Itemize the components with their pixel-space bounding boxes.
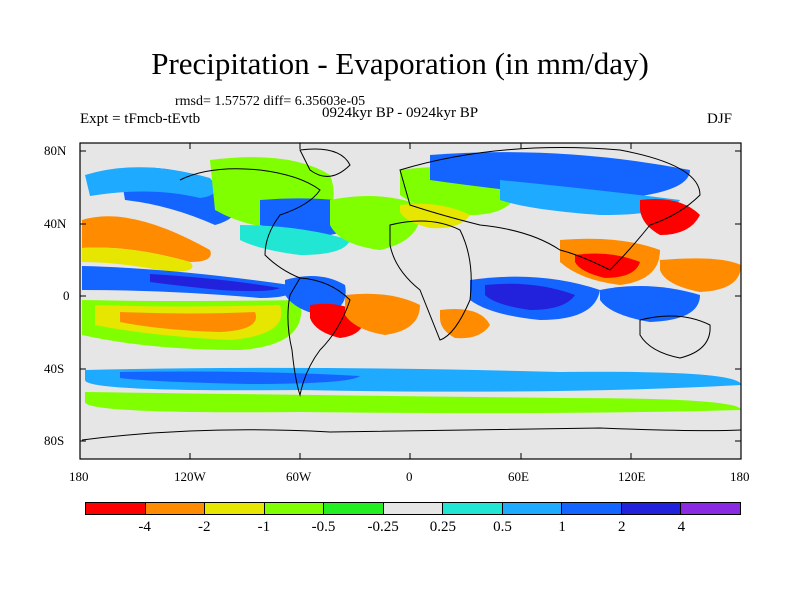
- field-indian-ocean-purple: [485, 283, 575, 310]
- figure-title: Precipitation - Evaporation (in mm/day): [151, 46, 649, 81]
- colorbar-label: -1: [257, 519, 271, 535]
- field-southern-ocean-blue: [120, 371, 360, 384]
- colorbar: [85, 502, 741, 515]
- colorbar-swatch: [383, 503, 444, 514]
- coastline-antarctica: [81, 427, 741, 441]
- y-tick-label: 80N: [44, 143, 67, 158]
- colorbar-swatch: [621, 503, 682, 514]
- colorbar-swatch: [681, 503, 741, 514]
- field-southern-ocean-green: [85, 392, 741, 414]
- x-tick-label: 0: [406, 469, 413, 484]
- season-label: DJF: [707, 111, 733, 127]
- colorbar-swatch: [86, 503, 146, 514]
- experiment-label: Expt = tFmcb-tEvtb: [80, 111, 201, 127]
- colorbar-swatch: [562, 503, 622, 514]
- coastline-greenland: [299, 148, 351, 177]
- field-north-pacific-cyan: [85, 167, 216, 198]
- colorbar-swatch: [443, 503, 503, 514]
- field-siberia-blue: [430, 152, 690, 200]
- colorbar-swatch: [205, 503, 265, 514]
- colorbar-swatch: [324, 503, 384, 514]
- coastline-south-america: [287, 277, 351, 397]
- x-tick-label: 60E: [508, 469, 529, 484]
- y-tick-label: 80S: [44, 433, 65, 448]
- field-south-pacific-orange: [120, 312, 256, 332]
- field-itcz-purple: [150, 274, 280, 292]
- coastline-africa: [389, 220, 472, 341]
- colorbar-swatch: [264, 503, 325, 514]
- x-tick-label: 120W: [174, 469, 206, 484]
- x-tick-label: 60W: [286, 469, 312, 484]
- field-pacific-yellow: [82, 247, 193, 272]
- colorbar-swatch: [145, 503, 206, 514]
- stats-label: rmsd= 1.57572 diff= 6.35603e-05: [175, 94, 366, 109]
- colorbar-label: 0.5: [493, 519, 512, 535]
- coastline-layer: [81, 147, 741, 441]
- colorbar-label: 2: [617, 519, 626, 535]
- field-atlantic-green: [330, 196, 421, 250]
- x-tick-label: 180: [730, 469, 750, 484]
- field-south-asia-red: [575, 253, 640, 278]
- tick-marks: [80, 143, 741, 459]
- x-tick-label: 120E: [618, 469, 646, 484]
- field-south-atlantic-orange: [345, 293, 420, 335]
- colorbar-label: -4: [138, 519, 151, 535]
- colorbar-label: 4: [677, 519, 686, 535]
- y-tick-label: 40S: [44, 361, 65, 376]
- colorbar-label: -0.25: [367, 519, 399, 535]
- x-tick-label: 180: [69, 469, 89, 484]
- colorbar-label: -2: [198, 519, 211, 535]
- field-siberia-cyan: [500, 180, 680, 215]
- field-west-pacific-blue: [600, 286, 700, 322]
- colorbar-label: 0.25: [429, 519, 456, 535]
- field-west-pacific-orange: [660, 258, 741, 292]
- colorbar-label: 1: [558, 519, 566, 535]
- y-tick-label: 0: [63, 288, 70, 303]
- contour-fill-layer: [82, 152, 741, 414]
- colorbar-swatch: [502, 503, 563, 514]
- period-label: 0924kyr BP - 0924kyr BP: [322, 105, 479, 121]
- field-atlantic-cyan: [240, 225, 350, 255]
- field-east-pacific-orange: [82, 216, 211, 262]
- colorbar-label: -0.5: [311, 519, 336, 535]
- coastline-australia: [639, 315, 711, 359]
- coastline-eurasia: [399, 147, 701, 271]
- coastline-north-america: [179, 168, 321, 279]
- field-mediterranean-yellow: [400, 203, 470, 229]
- y-tick-label: 40N: [44, 216, 67, 231]
